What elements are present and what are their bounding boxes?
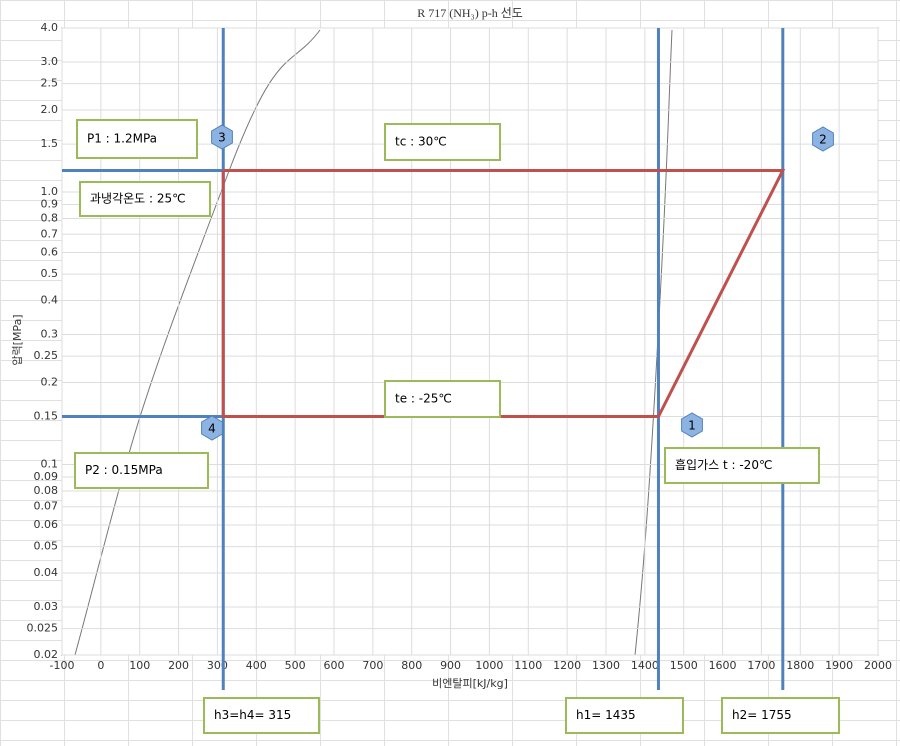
- annotation-text: h3=h4= 315: [214, 708, 291, 722]
- point-label: 2: [819, 133, 827, 147]
- x-tick-label: 1400: [631, 659, 659, 672]
- y-tick-label: 0.08: [34, 484, 59, 497]
- x-tick-label: 500: [285, 659, 306, 672]
- annotation-frame: [384, 123, 501, 161]
- y-tick-label: 0.5: [41, 267, 59, 280]
- point-label: 1: [688, 419, 696, 433]
- y-tick-label: 0.6: [41, 246, 59, 259]
- x-tick-label: 1900: [825, 659, 853, 672]
- x-tick-label: 400: [246, 659, 267, 672]
- cycle-line: [221, 168, 786, 419]
- annotation-frame: [76, 119, 198, 159]
- x-tick-label: 900: [440, 659, 461, 672]
- x-tick-label: 100: [129, 659, 150, 672]
- annotation-frame: [721, 697, 840, 734]
- y-tick-label: 0.025: [27, 622, 59, 635]
- annotation-text: tc : 30℃: [395, 135, 447, 149]
- annotation-text: 흡입가스 t : -20℃: [675, 458, 772, 472]
- x-tick-label: 600: [324, 659, 345, 672]
- y-tick-label: 0.09: [34, 470, 59, 483]
- y-tick-label: 0.03: [34, 600, 59, 613]
- x-tick-label: 0: [97, 659, 104, 672]
- y-tick-label: 0.8: [41, 211, 59, 224]
- y-axis-label: 압력[MPa]: [11, 314, 24, 365]
- y-tick-label: 4.0: [41, 21, 59, 34]
- annotation-box: te : -25℃: [384, 380, 501, 418]
- point-label: 3: [218, 131, 226, 145]
- y-tick-label: 0.7: [41, 227, 59, 240]
- annotation-box: 과냉각온도 : 25℃: [79, 181, 211, 217]
- y-tick-label: 0.2: [41, 376, 59, 389]
- point-marker: [812, 126, 834, 152]
- x-tick-label: 2000: [864, 659, 892, 672]
- x-tick-label: 300: [207, 659, 228, 672]
- y-tick-label: 2.5: [41, 77, 59, 90]
- x-axis-label: 비엔탈피[kJ/kg]: [432, 677, 508, 690]
- point-marker: [201, 415, 223, 441]
- y-tick-label: 0.02: [34, 648, 59, 661]
- y-tick-label: 0.15: [34, 410, 59, 423]
- y-tick-label: 0.04: [34, 566, 59, 579]
- annotation-text: 과냉각온도 : 25℃: [90, 192, 186, 206]
- annotation-frame: [79, 181, 211, 217]
- x-tick-label: 1000: [475, 659, 503, 672]
- y-tick-label: 0.1: [41, 458, 59, 471]
- x-tick-label: 700: [362, 659, 383, 672]
- annotation-text: P2 : 0.15MPa: [85, 463, 163, 477]
- point-marker: [211, 124, 233, 150]
- y-tick-label: 0.3: [41, 328, 59, 341]
- x-tick-label: 1300: [592, 659, 620, 672]
- y-tick-label: 3.0: [41, 55, 59, 68]
- x-tick-label: 1600: [709, 659, 737, 672]
- annotation-frame: [74, 452, 209, 489]
- annotation-frame: [384, 380, 501, 418]
- x-tick-label: 1500: [670, 659, 698, 672]
- annotation-box: P1 : 1.2MPa: [76, 119, 198, 159]
- point-marker: [681, 412, 703, 438]
- annotation-box: tc : 30℃: [384, 123, 501, 161]
- y-tick-label: 0.25: [34, 349, 59, 362]
- x-tick-label: 1800: [786, 659, 814, 672]
- annotation-box: h3=h4= 315: [203, 697, 320, 734]
- y-tick-label: 0.05: [34, 540, 59, 553]
- x-tick-label: 1200: [553, 659, 581, 672]
- saturated-liquid-curve: [74, 29, 321, 656]
- point-label: 4: [208, 422, 216, 436]
- x-tick-label: 800: [401, 659, 422, 672]
- y-tick-label: 0.07: [34, 500, 59, 513]
- y-tick-label: 0.9: [41, 198, 59, 211]
- x-tick-label: -100: [50, 659, 75, 672]
- x-tick-label: 1100: [514, 659, 542, 672]
- annotation-text: h1= 1435: [576, 708, 636, 722]
- annotation-box: 흡입가스 t : -20℃: [664, 447, 820, 484]
- y-tick-label: 1.5: [41, 137, 59, 150]
- y-tick-label: 1.0: [41, 185, 59, 198]
- annotation-frame: [565, 697, 684, 734]
- x-tick-label: 200: [168, 659, 189, 672]
- annotation-text: P1 : 1.2MPa: [87, 132, 157, 146]
- annotation-frame: [203, 697, 320, 734]
- chart-title: R 717 (NH₃) p-h 선도: [417, 6, 523, 20]
- y-tick-label: 2.0: [41, 103, 59, 116]
- y-tick-label: 0.4: [41, 293, 59, 306]
- x-tick-label: 1700: [747, 659, 775, 672]
- annotation-text: te : -25℃: [395, 392, 452, 406]
- y-tick-label: 0.06: [34, 518, 59, 531]
- annotation-frame: [664, 447, 820, 484]
- annotation-box: P2 : 0.15MPa: [74, 452, 209, 489]
- annotation-text: h2= 1755: [732, 708, 792, 722]
- annotation-box: h2= 1755: [721, 697, 840, 734]
- annotation-box: h1= 1435: [565, 697, 684, 734]
